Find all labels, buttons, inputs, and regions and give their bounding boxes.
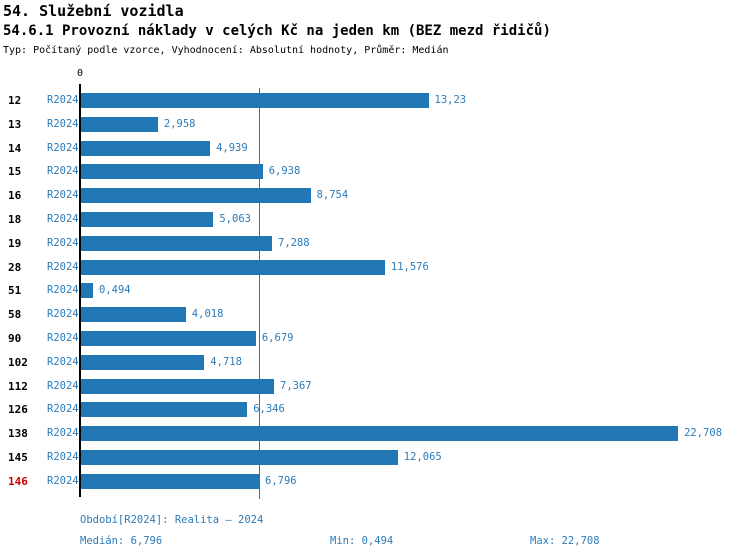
bar-value-label: 13,23 [434, 94, 467, 106]
row-series-label: R2024 [47, 117, 79, 130]
row-series-label: R2024 [47, 427, 79, 440]
row-category-label: 90 [8, 332, 22, 345]
bar [80, 93, 429, 108]
bar [80, 212, 214, 227]
row-category-label: 28 [8, 260, 22, 274]
bar [80, 378, 274, 394]
row-series-label: R2024 [47, 189, 79, 202]
row-series-label: R2024 [47, 332, 79, 344]
bar-value-label: 6,346 [253, 403, 285, 416]
row-series-label: R2024 [47, 213, 79, 225]
row-category-label: 15 [8, 165, 22, 179]
row-series-label: R2024 [47, 141, 79, 154]
median-reference-line [259, 88, 260, 499]
bar-value-label: 7,367 [280, 379, 312, 392]
bar [80, 331, 256, 346]
bar [80, 140, 211, 156]
bar-value-label: 22,708 [684, 427, 723, 440]
bar [80, 354, 205, 370]
row-series-label: R2024 [47, 355, 79, 368]
bar-value-label: 7,288 [278, 236, 310, 249]
bar-value-label: 2,958 [163, 117, 196, 130]
bar-value-label: 6,796 [265, 474, 297, 487]
footer-max-label: Max: 22,708 [530, 535, 600, 547]
bar-value-label: 6,679 [261, 332, 294, 344]
bar [80, 402, 248, 418]
footer-min-label: Min: 0,494 [330, 535, 394, 547]
bar [80, 235, 272, 251]
bar [80, 307, 186, 323]
row-category-label: 145 [8, 451, 28, 464]
row-category-label: 19 [8, 236, 22, 250]
footer-period-label: Období[R2024]: Realita – 2024 [80, 514, 264, 526]
row-series-label: R2024 [47, 165, 79, 178]
bar-value-label: 0,494 [99, 284, 131, 297]
bar-value-label: 4,018 [191, 308, 224, 321]
bar [80, 283, 93, 299]
row-category-label: 51 [8, 284, 22, 298]
page-title: 54. Služební vozidla [3, 2, 184, 20]
y-axis-line [79, 84, 81, 497]
row-category-label: 138 [8, 427, 28, 441]
row-series-label: R2024 [47, 260, 79, 273]
row-category-label: 13 [8, 117, 22, 131]
chart-meta-line: Typ: Počítaný podle vzorce, Vyhodnocení:… [3, 45, 449, 56]
row-series-label: R2024 [47, 236, 79, 249]
row-category-label: 58 [8, 308, 22, 322]
bar [80, 188, 311, 204]
row-category-label: 12 [8, 94, 22, 107]
row-series-label: R2024 [47, 308, 79, 321]
row-series-label: R2024 [47, 474, 79, 487]
bar [80, 450, 398, 465]
bar [80, 426, 679, 442]
row-series-label: R2024 [47, 451, 79, 463]
bar-value-label: 4,718 [210, 355, 242, 368]
axis-zero-tick-label: 0 [76, 68, 84, 79]
row-series-label: R2024 [47, 94, 79, 106]
bar [80, 164, 263, 180]
row-series-label: R2024 [47, 379, 79, 392]
row-category-label: 112 [8, 379, 28, 393]
row-category-label: 16 [8, 189, 22, 203]
row-category-label: 18 [8, 213, 22, 226]
bar-value-label: 12,065 [403, 451, 442, 463]
bar [80, 259, 385, 275]
bar-value-label: 4,939 [216, 141, 248, 154]
bar-value-label: 8,754 [316, 189, 349, 202]
bar-value-label: 6,938 [268, 165, 301, 178]
row-category-label: 14 [8, 141, 22, 155]
row-category-label: 102 [8, 355, 28, 369]
bar [80, 116, 158, 132]
row-series-label: R2024 [47, 284, 79, 297]
bar [80, 473, 259, 489]
row-category-label: 126 [8, 403, 28, 417]
bar-value-label: 5,063 [219, 213, 251, 225]
footer-median-label: Medián: 6,796 [80, 535, 163, 547]
row-category-label: 146 [8, 474, 28, 488]
row-series-label: R2024 [47, 403, 79, 416]
page-subtitle: 54.6.1 Provozní náklady v celých Kč na j… [3, 23, 551, 39]
bar-value-label: 11,576 [390, 260, 429, 273]
